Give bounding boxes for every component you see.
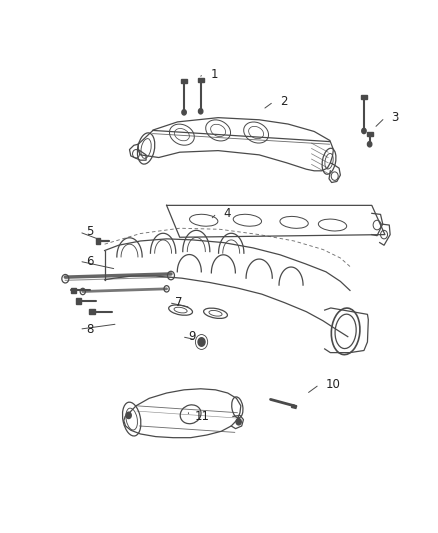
Polygon shape [76,298,81,304]
Circle shape [182,110,186,115]
Text: 8: 8 [86,322,93,336]
Text: 10: 10 [326,378,341,391]
Polygon shape [361,95,367,99]
Polygon shape [89,309,95,314]
Circle shape [362,128,366,134]
Text: 9: 9 [188,330,196,343]
Polygon shape [198,78,204,82]
Polygon shape [181,79,187,83]
Polygon shape [291,405,297,408]
Circle shape [236,418,241,425]
Text: 1: 1 [210,68,218,80]
Text: 5: 5 [86,225,93,238]
Circle shape [126,412,131,418]
Text: 4: 4 [223,207,231,220]
Text: 11: 11 [195,410,210,423]
Text: 2: 2 [280,95,288,108]
Text: 7: 7 [175,296,183,309]
Polygon shape [71,288,76,293]
Circle shape [367,142,372,147]
Circle shape [198,109,203,114]
Text: 6: 6 [86,255,93,268]
Text: 3: 3 [392,111,399,124]
Circle shape [198,338,205,346]
Polygon shape [367,132,373,136]
Polygon shape [96,238,100,244]
